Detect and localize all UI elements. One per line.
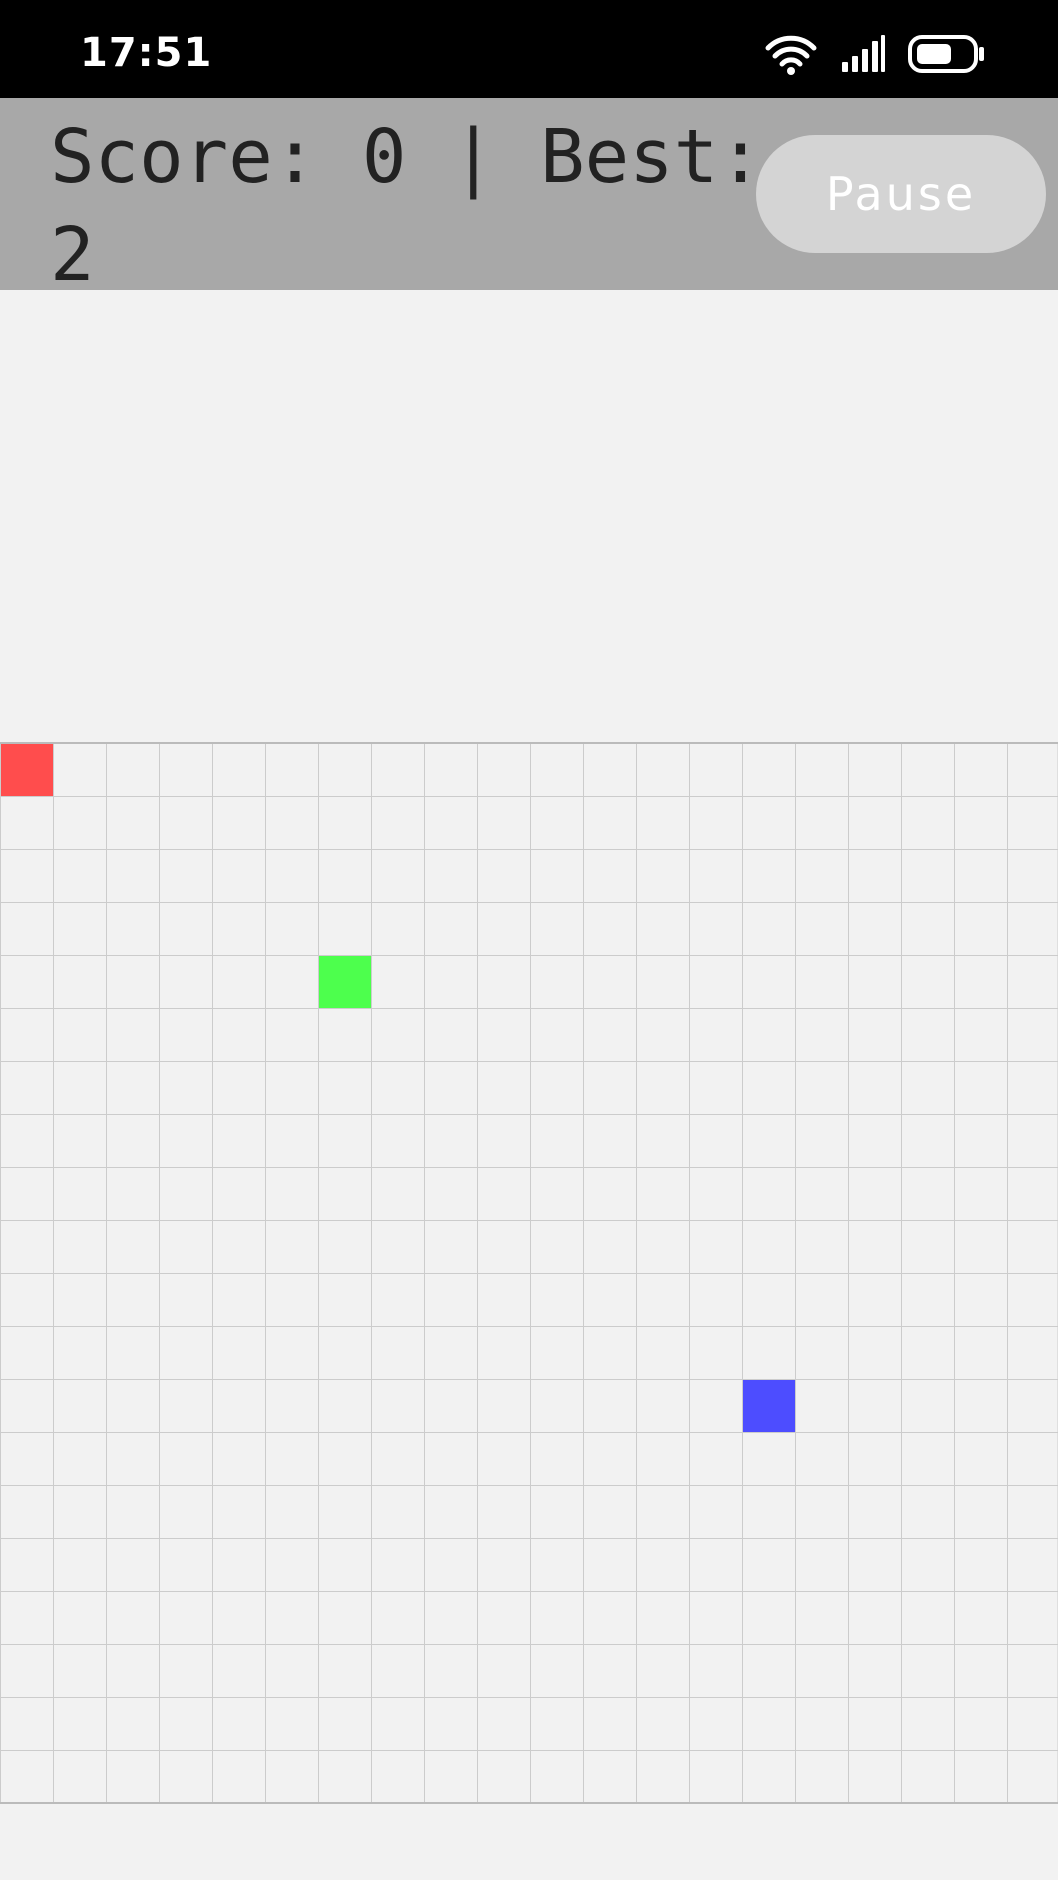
battery-icon [908,34,986,78]
status-bar: 17:51 [0,0,1058,98]
game-board-canvas[interactable] [0,742,1058,1804]
cellular-signal-icon [840,34,886,78]
game-board[interactable] [0,742,1058,1804]
pause-button[interactable]: Pause [756,135,1046,253]
score-display: Score: 0 | Best: 2 [50,114,763,298]
food-green [318,955,371,1008]
status-time: 17:51 [80,30,213,76]
food-blue [742,1379,795,1432]
status-icons [764,34,986,78]
snake-head [0,743,53,796]
game-header: Score: 0 | Best: 2 Pause [0,98,1058,298]
wifi-icon [764,32,818,80]
